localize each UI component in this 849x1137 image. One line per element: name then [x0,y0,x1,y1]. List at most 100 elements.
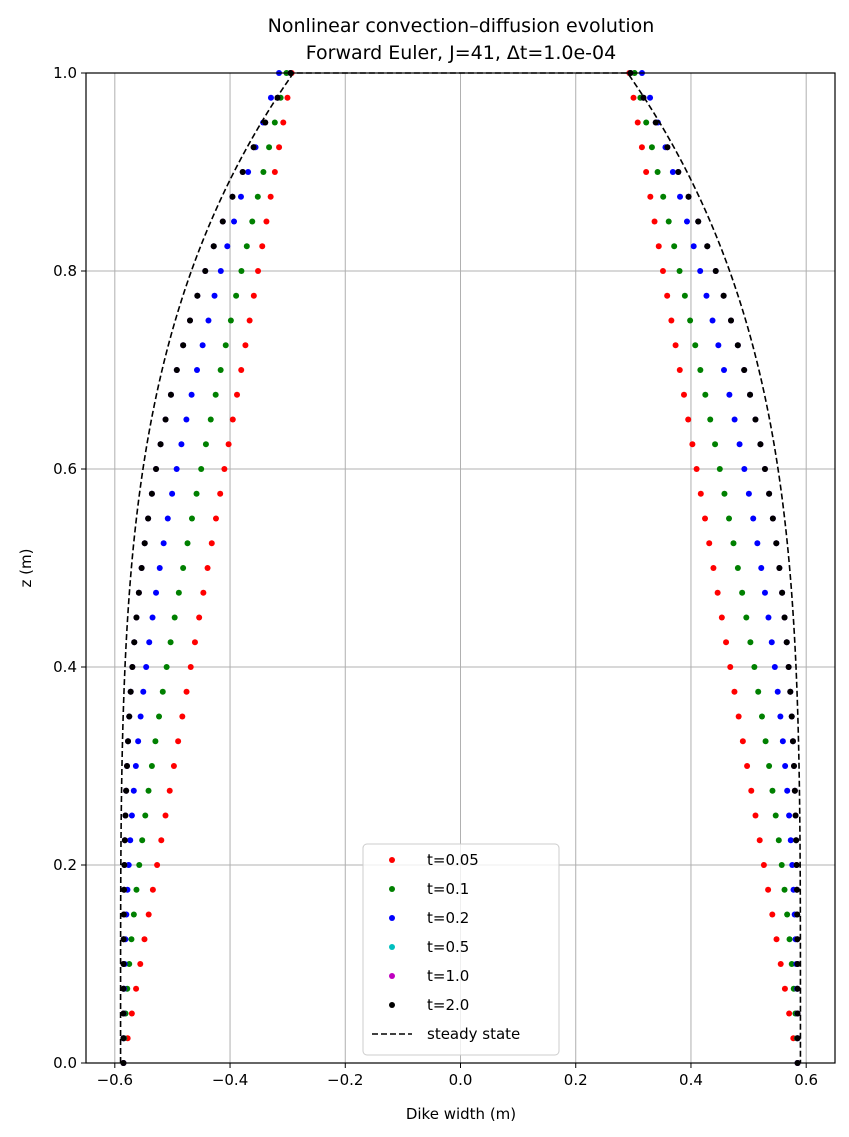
data-point [166,787,173,794]
data-point [284,94,291,101]
data-point [204,565,211,571]
data-point [716,466,723,472]
data-point [668,317,675,324]
data-point [148,763,155,769]
data-point [157,441,164,448]
data-point [757,441,764,448]
data-point [745,490,752,497]
data-point [123,787,130,794]
data-point [739,589,746,596]
data-point [149,886,156,893]
data-point [217,268,224,274]
data-point [676,367,683,373]
data-point [765,614,772,621]
data-point [222,342,229,349]
data-point [122,812,129,819]
data-point [153,466,160,472]
data-point [793,837,800,844]
legend-item: t=0.1 [389,880,469,898]
data-point [774,688,781,695]
data-point [758,713,765,720]
data-point [254,193,261,200]
data-point [728,317,734,324]
data-point [758,565,765,571]
data-series [119,70,802,1066]
data-point [773,540,780,547]
data-point [791,763,797,769]
data-point [238,268,245,274]
chart-title-line-1: Nonlinear convection–diffusion evolution [268,15,655,37]
data-point [781,985,788,992]
data-point [183,688,190,695]
data-point [697,268,704,274]
data-point [787,837,794,844]
data-point [124,763,130,769]
data-point [731,688,738,695]
data-point [217,367,224,373]
y-tick-label: 0.4 [53,658,77,676]
data-point [156,565,163,571]
data-point [710,565,717,571]
data-point [128,936,135,943]
data-point [664,144,671,151]
data-point [676,268,683,274]
data-point [777,961,784,967]
data-point [727,664,734,670]
data-point [146,639,153,646]
data-point [238,367,245,373]
data-point [754,540,761,547]
data-point [133,886,140,893]
data-point [766,763,773,769]
data-point [145,515,152,522]
data-point [786,1010,793,1017]
data-point [794,936,801,943]
x-tick-label: −0.2 [327,1071,363,1089]
data-point [793,862,800,868]
data-point [179,713,186,720]
data-point [136,862,143,868]
data-point [643,119,650,126]
data-point [183,416,190,423]
legend-label: t=1.0 [427,967,469,985]
data-point [149,614,156,621]
data-point [267,94,274,101]
data-point [707,416,714,423]
data-point [175,738,182,745]
x-tick-label: 0.0 [449,1071,473,1089]
data-point [133,985,140,992]
legend-point-marker [389,944,395,950]
x-tick-label: −0.6 [97,1071,133,1089]
legend-item: t=0.05 [389,851,479,869]
data-point [133,614,140,621]
data-point [786,936,793,943]
data-point [266,144,273,151]
data-point [280,119,287,126]
series-t-2-0 [120,70,801,1066]
y-tick-label: 1.0 [53,64,77,82]
legend-point-marker [389,915,395,921]
legend-item: steady state [372,1025,520,1043]
y-tick-label: 0.6 [53,460,77,478]
data-point [175,589,182,596]
legend-label: t=0.1 [427,880,469,898]
data-point [689,441,696,448]
data-point [695,218,702,225]
data-point [692,342,699,349]
data-point [788,961,795,967]
legend-point-marker [389,973,395,979]
data-point [659,268,666,274]
axis-ticks: −0.6 −0.4 −0.2 0.0 0.2 0.4 0.6 0.0 0.2 0.4 0.6 0.8 1… [53,64,818,1089]
data-point [781,614,788,621]
data-point [171,614,178,621]
data-point [245,169,252,175]
data-point [712,268,719,274]
data-point [776,565,783,571]
data-point [196,614,203,621]
data-point [250,292,257,299]
data-point [769,911,776,918]
legend-label: steady state [427,1025,520,1043]
data-point [750,515,757,522]
data-point [139,837,146,844]
data-point [702,515,709,522]
